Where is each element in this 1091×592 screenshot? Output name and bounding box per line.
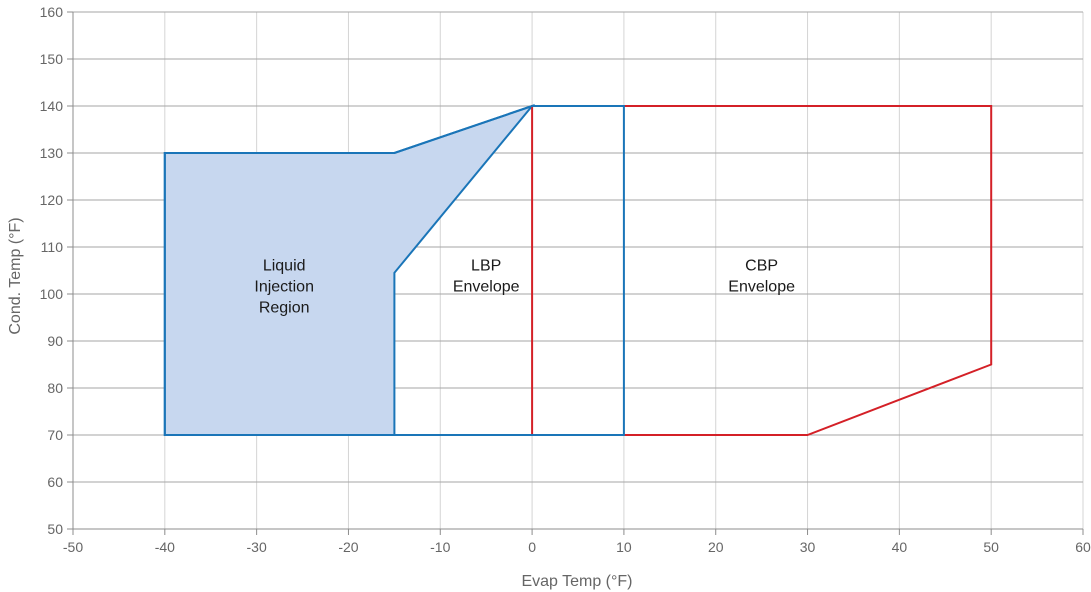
y-tick-label: 90 xyxy=(47,333,63,349)
y-tick-label: 70 xyxy=(47,427,63,443)
y-tick-label: 160 xyxy=(40,4,64,20)
region-label-2: LBP Envelope xyxy=(453,258,520,296)
region-label-line: Envelope xyxy=(728,279,795,296)
x-tick-label: -50 xyxy=(63,539,83,555)
region-label-line: LBP xyxy=(471,258,501,275)
x-tick-label: 20 xyxy=(708,539,724,555)
y-tick-label: 140 xyxy=(40,98,64,114)
axes: -50 -40 -30 -20 -10 0 10 20 30 40 50 60 50 60 70 80 90 10… xyxy=(40,4,1091,555)
y-tick-label: 60 xyxy=(47,474,63,490)
region-series-2 xyxy=(163,105,625,436)
region-label-line: Envelope xyxy=(453,279,520,296)
y-tick-label: 50 xyxy=(47,521,63,537)
region-label-1: CBP Envelope xyxy=(728,258,795,296)
region-label-line: Region xyxy=(259,300,310,317)
x-tick-label: -30 xyxy=(247,539,267,555)
y-axis-title: Cond. Temp (°F) xyxy=(7,217,24,334)
region-label-line: Injection xyxy=(254,279,314,296)
x-axis-title: Evap Temp (°F) xyxy=(521,573,632,590)
region-labels: Liquid Injection Region CBP Envelope LBP Envel… xyxy=(254,258,795,317)
y-tick-label: 80 xyxy=(47,380,63,396)
x-tick-label: -10 xyxy=(430,539,450,555)
region-label-0: Liquid Injection Region xyxy=(254,258,314,317)
x-tick-label: 40 xyxy=(892,539,908,555)
y-tick-label: 150 xyxy=(40,51,64,67)
region-series-1 xyxy=(531,105,993,436)
region-label-line: CBP xyxy=(745,258,778,275)
y-tick-label: 110 xyxy=(41,239,64,255)
region-label-line: Liquid xyxy=(263,258,306,275)
y-tick-label: 130 xyxy=(40,145,64,161)
x-tick-label: 30 xyxy=(800,539,816,555)
x-tick-label: 0 xyxy=(528,539,536,555)
x-tick-label: 60 xyxy=(1075,539,1091,555)
y-tick-label: 120 xyxy=(40,192,64,208)
x-tick-label: 50 xyxy=(983,539,999,555)
x-tick-label: -20 xyxy=(338,539,358,555)
x-tick-label: -40 xyxy=(155,539,175,555)
y-tick-label: 100 xyxy=(40,286,64,302)
series-layer xyxy=(163,103,993,436)
x-tick-label: 10 xyxy=(616,539,632,555)
